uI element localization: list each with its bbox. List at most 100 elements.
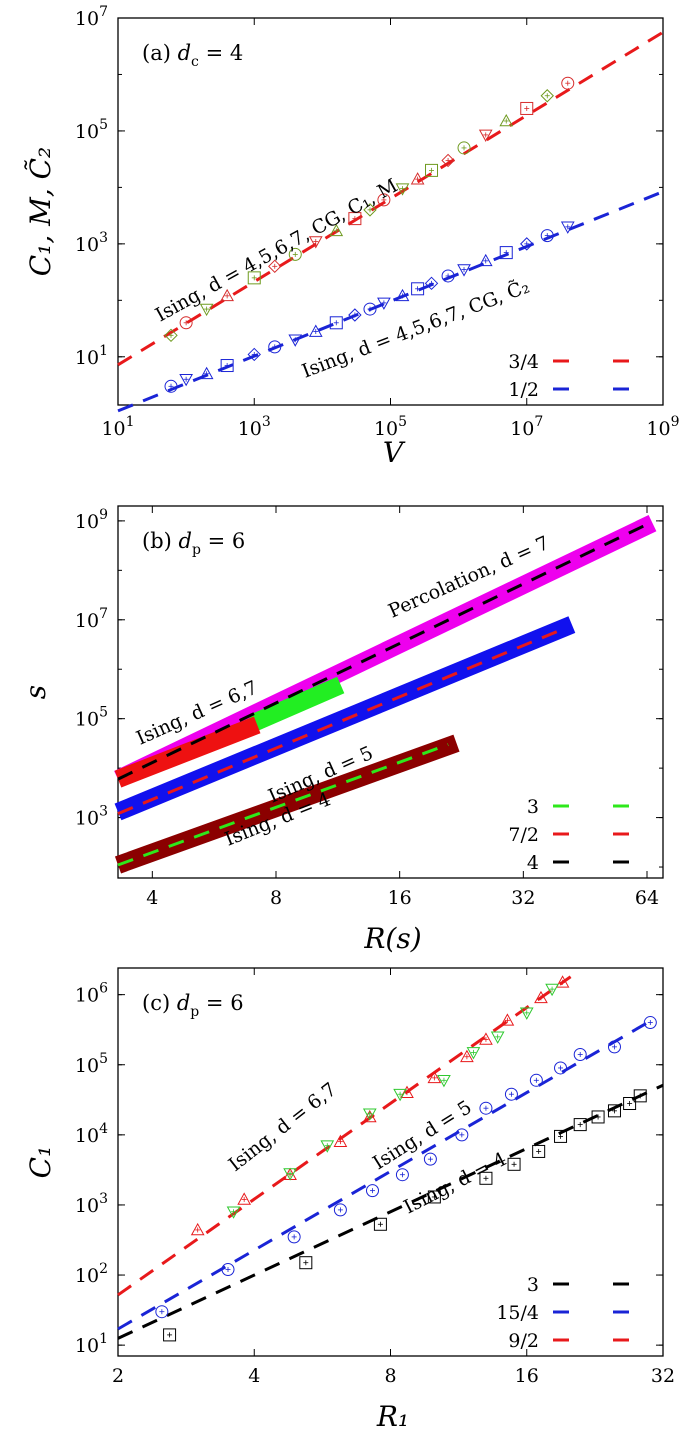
tick-base: 10 (646, 418, 670, 440)
y-tick-label: 107 (75, 4, 108, 30)
data-point (490, 1031, 505, 1044)
data-point (529, 1073, 543, 1087)
tick-exponent: 5 (99, 705, 108, 721)
data-point (555, 975, 570, 988)
data-point (199, 366, 214, 380)
tick-exponent: 7 (99, 606, 108, 622)
tick-exponent: 1 (99, 1331, 108, 1347)
panel-letter: (c) (142, 991, 177, 1015)
data-point (179, 373, 193, 387)
tick-base: 10 (75, 1055, 99, 1077)
data-point (287, 1230, 301, 1244)
data-point (299, 1256, 313, 1270)
legend-label: 4 (527, 852, 539, 874)
tick-exponent: 3 (99, 1191, 108, 1207)
data-point (573, 1118, 587, 1132)
data-point (163, 1328, 177, 1342)
data-point (155, 1305, 169, 1319)
fit-line (117, 743, 449, 867)
data-point (478, 129, 493, 142)
data-point (308, 324, 323, 337)
data-point (348, 308, 362, 322)
tick-exponent: 5 (398, 414, 407, 430)
y-tick-label: 105 (75, 1051, 108, 1077)
panel-letter: (a) (142, 41, 178, 65)
data-point (643, 1016, 657, 1030)
tick-base: 10 (75, 1195, 99, 1217)
data-point (268, 340, 282, 354)
data-point (500, 1013, 515, 1026)
tick-exponent: 6 (99, 981, 108, 997)
data-point (540, 229, 554, 243)
annotation: Ising, d = 4,5,6,7, CG, C₁, M (152, 175, 402, 327)
tick-exponent: 5 (99, 117, 108, 133)
data-point (479, 1101, 493, 1115)
y-tick-label: 109 (75, 507, 108, 533)
data-point (554, 1061, 568, 1075)
y-axis-label: s (19, 685, 52, 699)
tick-base: 10 (101, 418, 125, 440)
dim-symbol: d (178, 41, 191, 65)
data-point (410, 172, 425, 185)
x-tick-label: 32 (651, 1365, 675, 1387)
data-point (164, 379, 178, 393)
dim-symbol: d (179, 529, 192, 553)
legend-label: 15/4 (496, 1302, 539, 1324)
data-point (247, 271, 261, 285)
x-tick-label: 109 (646, 414, 679, 440)
legend-label: 3/4 (508, 351, 539, 373)
data-point (179, 316, 193, 330)
dim-value: = 6 (199, 991, 243, 1015)
data-point (329, 223, 344, 237)
tick-base: 10 (75, 347, 99, 369)
data-point (441, 269, 455, 283)
fit-line (117, 523, 648, 781)
tick-exponent: 7 (99, 4, 108, 20)
data-point (560, 221, 575, 234)
data-point (220, 288, 234, 302)
annotation: Ising, d = 4 (400, 1148, 510, 1218)
data-point (288, 334, 303, 347)
tick-exponent: 3 (99, 230, 108, 246)
tick-base: 10 (75, 709, 99, 731)
data-point (395, 288, 410, 302)
data-point (308, 236, 323, 249)
data-point (221, 1262, 235, 1276)
y-tick-label: 102 (75, 1261, 108, 1287)
data-point (395, 183, 410, 196)
data-point (532, 1144, 546, 1158)
x-tick-label: 64 (635, 887, 659, 909)
y-tick-label: 103 (75, 804, 108, 830)
fit-line (117, 1083, 664, 1340)
data-point (460, 1049, 474, 1063)
tick-exponent: 9 (671, 414, 680, 430)
data-point (393, 1088, 407, 1102)
dim-subscript: p (192, 542, 201, 558)
data-point (199, 303, 214, 317)
panel-label: (b) dp = 6 (142, 529, 245, 558)
x-tick-label: 4 (146, 887, 158, 909)
data-point (164, 328, 178, 343)
data-point (320, 1140, 335, 1153)
data-point (348, 212, 362, 226)
data-point (554, 1129, 568, 1143)
data-point (427, 1070, 442, 1084)
data-point (190, 1222, 205, 1236)
x-tick-label: 32 (511, 887, 535, 909)
tick-base: 10 (75, 511, 99, 533)
data-point (377, 193, 391, 207)
tick-exponent: 2 (99, 1261, 108, 1277)
data-point (507, 1157, 521, 1171)
data-point (425, 163, 439, 177)
dim-value: = 6 (201, 529, 245, 553)
y-tick-label: 101 (75, 1331, 108, 1357)
data-point (534, 990, 548, 1004)
data-point (288, 247, 302, 261)
tick-base: 10 (75, 610, 99, 632)
data-point (333, 1134, 348, 1147)
tick-base: 10 (75, 1125, 99, 1147)
tick-exponent: 9 (99, 507, 108, 523)
y-tick-label: 104 (75, 1121, 108, 1147)
x-tick-label: 4 (248, 1365, 260, 1387)
